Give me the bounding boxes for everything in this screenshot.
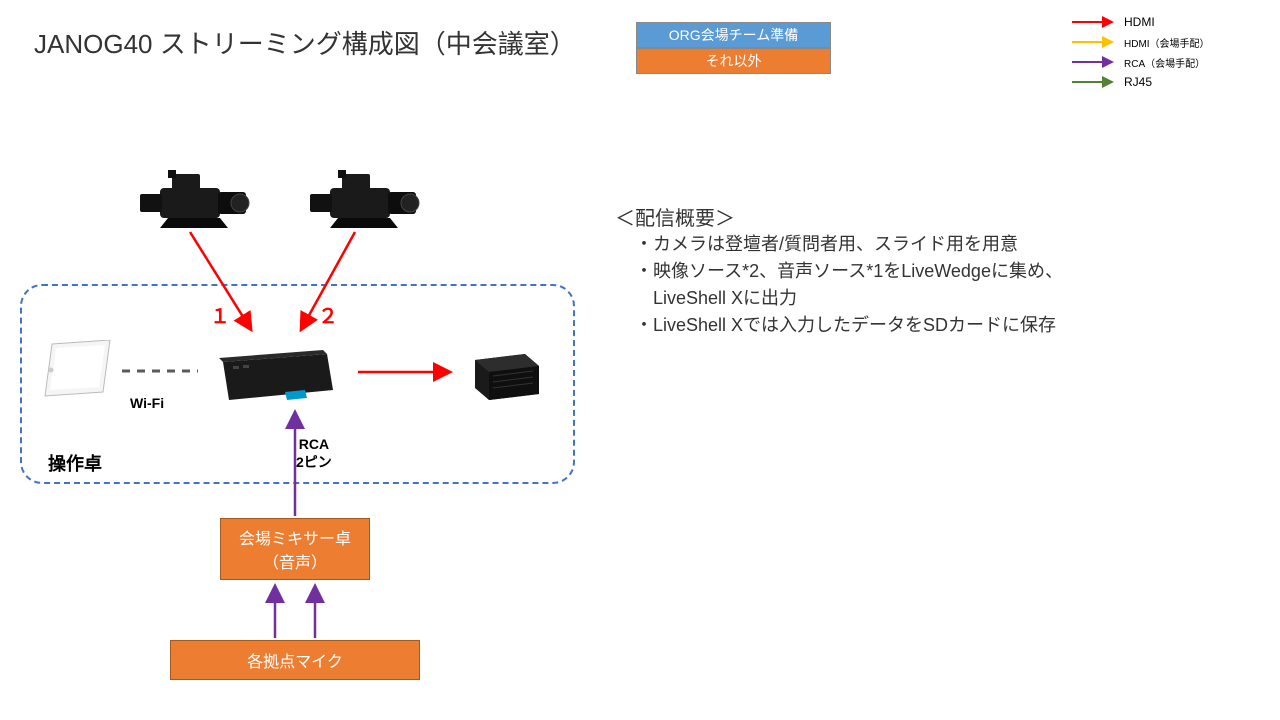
cable-legend-row: RJ45	[1070, 72, 1210, 92]
page-title: JANOG40 ストリーミング構成図（中会議室）	[34, 24, 576, 61]
overview-line: ・映像ソース*2、音声ソース*1をLiveWedgeに集め、	[635, 258, 1063, 285]
overview-line: LiveShell Xに出力	[635, 285, 1063, 312]
encoder-icon	[465, 340, 545, 405]
arrow-icon	[1070, 56, 1118, 68]
input-2-label: ２	[318, 300, 338, 329]
camera-1-icon	[130, 160, 250, 230]
cable-legend: HDMI HDMI（会場手配） RCA（会場手配） RJ45	[1070, 12, 1210, 92]
input-1-label: １	[210, 300, 230, 329]
rca-label: RCA 2ピン	[296, 436, 332, 472]
wifi-label: Wi-Fi	[130, 395, 164, 411]
cable-legend-row: HDMI	[1070, 12, 1210, 32]
camera-2-icon	[300, 160, 420, 230]
switcher-icon	[215, 350, 335, 405]
cable-legend-label: RCA（会場手配）	[1124, 55, 1205, 70]
cable-legend-label: HDMI（会場手配）	[1124, 35, 1210, 50]
overview-line: ・カメラは登壇者/質問者用、スライド用を用意	[635, 231, 1063, 258]
cable-legend-label: HDMI	[1124, 15, 1155, 29]
arrow-icon	[1070, 36, 1118, 48]
legend-other: それ以外	[636, 48, 831, 74]
tablet-icon	[40, 340, 115, 400]
legend-org-team: ORG会場チーム準備	[636, 22, 831, 48]
overview-line: ・LiveShell Xでは入力したデータをSDカードに保存	[635, 312, 1063, 339]
overview-block: ＜配信概要＞ ・カメラは登壇者/質問者用、スライド用を用意 ・映像ソース*2、音…	[615, 202, 1063, 339]
mixer-box: 会場ミキサー卓 （音声）	[220, 518, 370, 580]
arrow-icon	[1070, 16, 1118, 28]
arrow-icon	[1070, 76, 1118, 88]
overview-heading: ＜配信概要＞	[615, 202, 1063, 231]
cable-legend-row: HDMI（会場手配）	[1070, 32, 1210, 52]
cable-legend-row: RCA（会場手配）	[1070, 52, 1210, 72]
mics-box: 各拠点マイク	[170, 640, 420, 680]
cable-legend-label: RJ45	[1124, 75, 1152, 89]
console-label: 操作卓	[48, 450, 102, 476]
